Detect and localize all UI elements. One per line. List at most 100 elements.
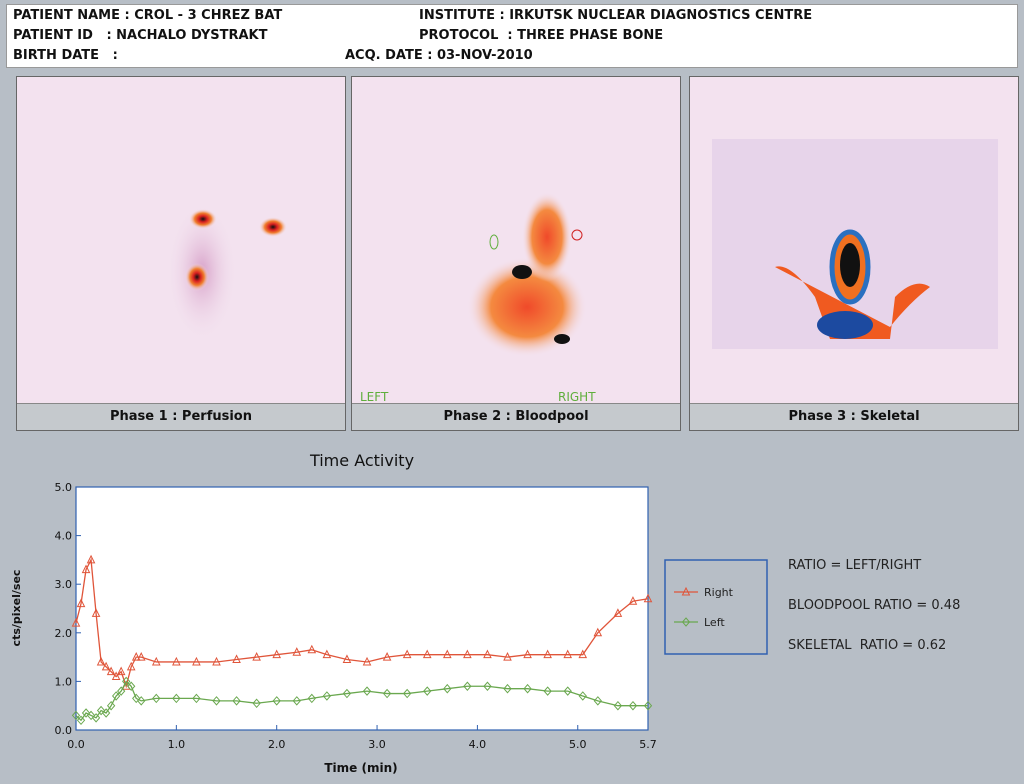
- marker: [643, 593, 653, 603]
- marker: [503, 683, 512, 694]
- y-tick-label: 5.0: [55, 481, 73, 494]
- marker: [442, 649, 452, 659]
- legend-label: Left: [704, 616, 725, 629]
- marker: [151, 656, 161, 666]
- marker: [523, 649, 532, 659]
- y-tick-label: 1.0: [55, 675, 73, 688]
- marker: [116, 666, 126, 676]
- marker: [116, 686, 126, 696]
- marker: [423, 686, 432, 696]
- marker: [132, 693, 141, 704]
- marker: [111, 671, 121, 681]
- marker: [76, 598, 86, 608]
- marker: [232, 696, 241, 706]
- x-tick-label: 5.0: [569, 738, 587, 751]
- marker: [563, 686, 572, 696]
- x-tick-label: 2.0: [268, 738, 286, 751]
- marker: [126, 661, 136, 671]
- uptake-region: [522, 192, 572, 282]
- marker: [523, 683, 532, 694]
- marker: [578, 649, 588, 659]
- marker: [307, 693, 316, 704]
- scan-panel: Phase 3 : Skeletal: [689, 76, 1019, 431]
- marker: [628, 700, 638, 711]
- marker: [382, 651, 392, 661]
- marker: [101, 708, 111, 718]
- marker: [463, 649, 472, 659]
- panel-caption: Phase 1 : Perfusion: [17, 403, 345, 430]
- plot-area: [75, 486, 649, 731]
- y-axis-label: cts/pixel/sec: [10, 570, 23, 647]
- marker: [71, 710, 81, 721]
- marker: [172, 656, 181, 666]
- marker: [463, 681, 472, 692]
- marker: [137, 696, 146, 706]
- hot-spot: [817, 311, 873, 339]
- marker: [86, 710, 96, 721]
- marker: [613, 608, 623, 617]
- marker: [681, 617, 691, 627]
- marker: [91, 713, 101, 723]
- marker: [232, 654, 241, 664]
- left-label: LEFT: [360, 390, 389, 404]
- marker: [322, 691, 332, 701]
- marker: [81, 564, 91, 574]
- marker: [212, 656, 221, 666]
- marker: [71, 617, 81, 627]
- marker: [96, 656, 106, 666]
- patient-id: PATIENT ID : NACHALO DYSTRAKT: [13, 28, 268, 43]
- institute: INSTITUTE : IRKUTSK NUCLEAR DIAGNOSTICS …: [419, 8, 813, 23]
- chart-title: Time Activity: [309, 451, 414, 470]
- marker: [543, 649, 552, 659]
- uptake-region: [467, 257, 587, 357]
- marker: [91, 608, 101, 617]
- marker: [483, 649, 492, 659]
- marker: [212, 696, 221, 706]
- hot-spot: [185, 263, 209, 291]
- marker: [272, 649, 282, 659]
- marker: [382, 688, 392, 699]
- marker: [106, 700, 116, 711]
- x-axis-label: Time (min): [324, 761, 397, 775]
- hot-spot: [189, 209, 217, 229]
- marker: [422, 649, 432, 659]
- scan-image: [467, 192, 587, 357]
- y-tick-label: 3.0: [55, 578, 73, 591]
- roi-left: [489, 234, 499, 250]
- marker: [192, 693, 201, 704]
- x-tick-label: 0.0: [67, 738, 85, 751]
- marker: [86, 554, 96, 564]
- marker: [292, 696, 301, 706]
- marker: [292, 647, 302, 656]
- patient-header: PATIENT NAME : CROL - 3 CHREZ BAT INSTIT…: [6, 4, 1018, 68]
- marker: [342, 688, 352, 699]
- right-label: RIGHT: [558, 390, 596, 404]
- marker: [563, 649, 573, 659]
- x-tick-label: 4.0: [469, 738, 487, 751]
- legend: Right Left: [664, 559, 768, 655]
- x-tick-label: 3.0: [368, 738, 386, 751]
- marker: [252, 698, 261, 709]
- marker: [122, 676, 131, 687]
- hot-spot: [512, 265, 532, 279]
- y-tick-label: 4.0: [55, 530, 73, 543]
- skeletal-ratio: SKELETAL RATIO = 0.62: [788, 638, 947, 653]
- marker: [152, 693, 161, 704]
- scan-image: [712, 139, 998, 349]
- x-tick-label: 1.0: [168, 738, 186, 751]
- acq-date: ACQ. DATE : 03-NOV-2010: [345, 48, 533, 63]
- y-tick-label: 2.0: [55, 627, 73, 640]
- protocol: PROTOCOL : THREE PHASE BONE: [419, 28, 664, 43]
- marker: [681, 586, 691, 596]
- marker: [127, 681, 136, 692]
- marker: [593, 627, 603, 637]
- roi-right: [571, 229, 583, 241]
- marker: [483, 681, 492, 692]
- scan-panel: Phase 1 : Perfusion: [16, 76, 346, 431]
- panel-caption: Phase 2 : Bloodpool: [352, 403, 680, 430]
- marker: [362, 686, 372, 696]
- marker: [136, 651, 146, 661]
- panel-caption: Phase 3 : Skeletal: [690, 403, 1018, 430]
- legend-label: Right: [704, 586, 734, 599]
- marker: [503, 651, 512, 661]
